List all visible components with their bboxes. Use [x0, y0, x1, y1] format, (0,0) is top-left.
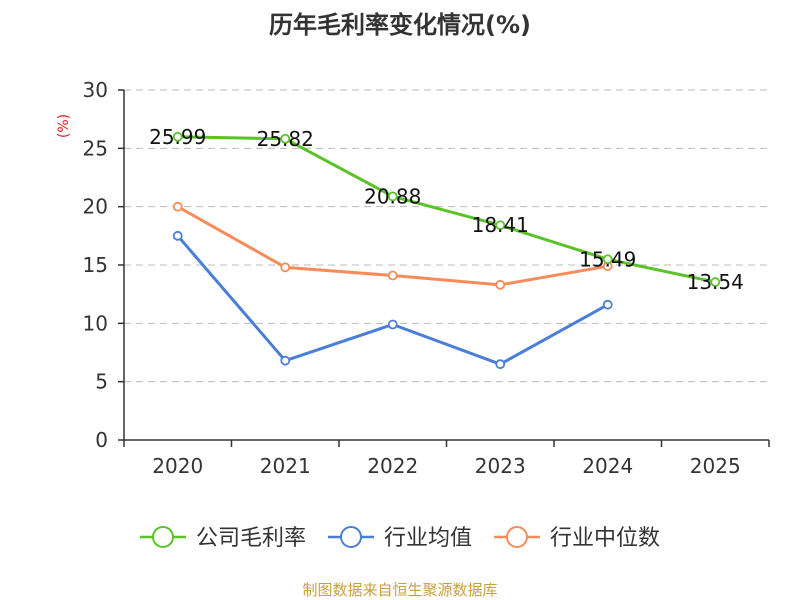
y-tick-label: 5: [95, 370, 108, 394]
x-tick-label: 2024: [582, 454, 633, 478]
data-label: 25.82: [257, 127, 314, 151]
data-point: [174, 203, 182, 211]
data-point: [389, 321, 397, 329]
legend-marker: [153, 527, 173, 547]
series-layer: [174, 133, 720, 368]
data-point: [281, 263, 289, 271]
chart-title: 历年毛利率变化情况(%): [269, 11, 531, 39]
source-note: 制图数据来自恒生聚源数据库: [302, 581, 497, 599]
x-tick-label: 2022: [367, 454, 418, 478]
y-tick-label: 30: [83, 78, 108, 102]
y-tick-label: 10: [83, 311, 108, 335]
y-tick-label: 0: [95, 428, 108, 452]
y-tick-label: 25: [83, 136, 108, 160]
data-point: [496, 281, 504, 289]
line-chart: 历年毛利率变化情况(%) (%) 0510152025302020 2021 202…: [0, 0, 800, 600]
data-label: 25.99: [149, 125, 206, 149]
y-axis-unit-label: (%): [56, 114, 72, 138]
x-tick-label: 2021: [260, 454, 311, 478]
data-point: [281, 357, 289, 365]
legend-marker: [341, 527, 361, 547]
data-label: 18.41: [472, 213, 529, 237]
legend-marker: [507, 527, 527, 547]
legend: 公司毛利率 行业均值 行业中位数: [140, 526, 660, 551]
legend-label: 行业均值: [384, 526, 472, 551]
series-line-1: [178, 236, 608, 364]
data-label: 13.54: [687, 270, 744, 294]
data-point: [174, 232, 182, 240]
data-label: 20.88: [364, 184, 421, 208]
legend-label: 行业中位数: [550, 526, 660, 551]
data-point: [604, 301, 612, 309]
x-tick-label: 2020: [152, 454, 203, 478]
grid-layer: [124, 90, 769, 382]
legend-label: 公司毛利率: [196, 526, 306, 551]
data-point: [389, 272, 397, 280]
x-tick-label: 2025: [690, 454, 741, 478]
data-label: 15.49: [579, 247, 636, 271]
y-tick-label: 20: [83, 195, 108, 219]
data-point: [496, 360, 504, 368]
x-tick-label: 2023: [475, 454, 526, 478]
y-tick-label: 15: [83, 253, 108, 277]
